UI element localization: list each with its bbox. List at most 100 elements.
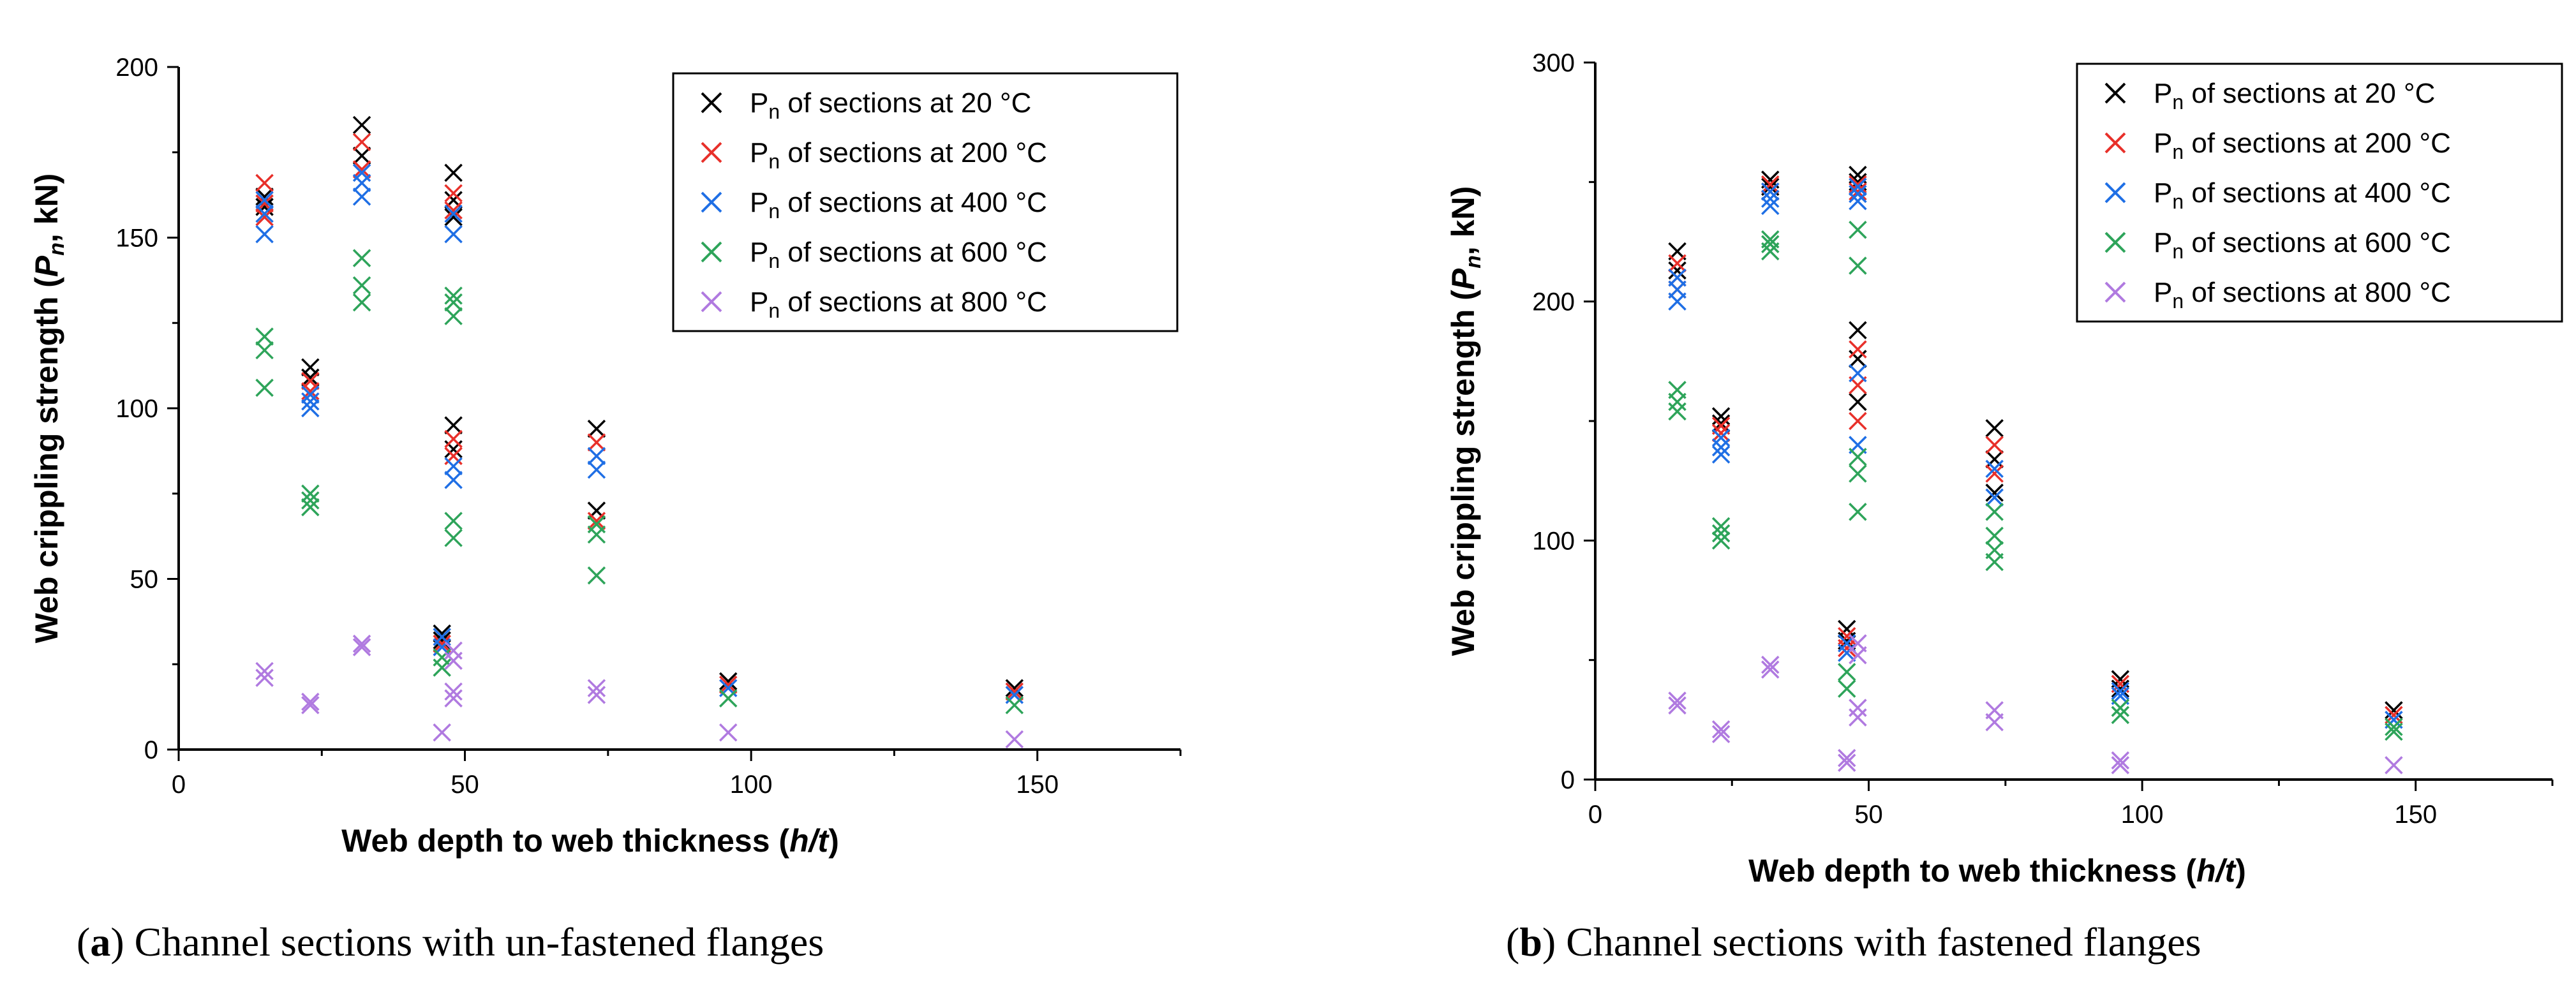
- data-point: [444, 184, 463, 203]
- data-point: [444, 307, 463, 325]
- data-point: [587, 447, 606, 466]
- data-point: [255, 662, 274, 681]
- data-point: [255, 225, 274, 244]
- data-point: [719, 689, 738, 707]
- data-point: [1849, 184, 1867, 203]
- legend-marker: [2104, 132, 2126, 154]
- caption-b-text: ) Channel sections with fastened flanges: [1542, 919, 2201, 965]
- data-point: [587, 525, 606, 544]
- data-point: [1761, 182, 1780, 201]
- data-point: [301, 399, 320, 418]
- data-point: [1005, 679, 1024, 697]
- y-tick-label: 100: [115, 395, 158, 423]
- data-point: [444, 529, 463, 547]
- y-axis-label: Web crippling strength (Pn, kN): [29, 174, 69, 644]
- data-point: [2111, 679, 2130, 698]
- data-point: [444, 416, 463, 434]
- legend-label: Pn of sections at 600 °C: [2154, 227, 2451, 263]
- data-point: [301, 491, 320, 510]
- data-point: [444, 201, 463, 219]
- data-point: [2111, 706, 2130, 725]
- data-point: [255, 174, 274, 193]
- legend-marker: [2104, 182, 2126, 203]
- data-point: [1761, 242, 1780, 261]
- data-point: [1711, 445, 1731, 464]
- data-point: [444, 429, 463, 448]
- data-point: [1849, 321, 1867, 339]
- data-point: [1849, 646, 1867, 665]
- data-point: [255, 191, 274, 209]
- data-point: [587, 512, 606, 530]
- data-point: [1761, 235, 1780, 253]
- data-point: [1985, 464, 2004, 483]
- data-point: [352, 638, 371, 656]
- legend-marker: [701, 191, 722, 213]
- data-point: [1849, 699, 1867, 717]
- data-point: [1761, 196, 1780, 216]
- y-tick-label: 150: [115, 225, 158, 253]
- data-point: [1849, 350, 1867, 368]
- data-point: [1005, 696, 1024, 714]
- data-point: [1668, 696, 1686, 715]
- data-point: [1761, 175, 1780, 194]
- x-axis-label: Web depth to web thickness (h/t): [1748, 853, 2246, 889]
- data-point: [1668, 261, 1686, 280]
- data-point: [444, 204, 463, 223]
- data-point: [301, 696, 320, 714]
- data-point: [301, 385, 320, 404]
- data-point: [1985, 526, 2004, 545]
- legend-label: Pn of sections at 200 °C: [2154, 128, 2451, 163]
- data-point: [1849, 192, 1867, 211]
- data-point: [2385, 756, 2403, 774]
- data-point: [444, 293, 463, 312]
- data-point: [1849, 364, 1867, 383]
- caption-b: (b) Channel sections with fastened flang…: [1506, 919, 2201, 966]
- caption-a: (a) Channel sections with un-fastened fl…: [77, 919, 824, 966]
- data-point: [1668, 692, 1686, 710]
- y-tick-label: 0: [144, 736, 158, 764]
- caption-a-paren: (: [77, 919, 91, 965]
- legend-label: Pn of sections at 800 °C: [2154, 277, 2451, 313]
- caption-a-text: ) Channel sections with un-fastened flan…: [110, 919, 824, 965]
- caption-b-paren: (: [1506, 919, 1520, 965]
- data-point: [352, 160, 371, 179]
- data-point: [1849, 392, 1867, 411]
- x-tick-label: 150: [1016, 771, 1059, 799]
- data-point: [1985, 713, 2004, 732]
- data-point: [1985, 488, 2004, 507]
- legend-label: Pn of sections at 20 °C: [750, 87, 1031, 123]
- data-point: [1985, 552, 2004, 572]
- data-point: [1761, 655, 1780, 674]
- data-point: [1668, 392, 1686, 411]
- data-point: [1985, 450, 2004, 469]
- chart-b: 0 50 100 150 0 100 200 300 Web depth to web thic…: [1445, 49, 2563, 889]
- data-point: [587, 566, 606, 585]
- legend-box: [2076, 63, 2563, 323]
- y-tick-label: 300: [1532, 49, 1575, 77]
- x-tick-label: 50: [450, 771, 479, 799]
- data-point: [352, 293, 371, 312]
- chart-panel-b: 0 50 100 150 0 100 200 300 Web depth to web thic…: [1276, 0, 2576, 1006]
- legend-label: Pn of sections at 400 °C: [2154, 177, 2451, 213]
- x-axis-label: Web depth to web thickness (h/t): [341, 823, 839, 859]
- data-point: [2385, 722, 2403, 741]
- data-point: [444, 689, 463, 707]
- x-tick-label: 100: [730, 771, 773, 799]
- data-point: [352, 276, 371, 295]
- data-point: [719, 672, 738, 691]
- data-point: [1985, 436, 2004, 454]
- data-point: [352, 188, 371, 206]
- data-point: [1668, 292, 1686, 311]
- chart-panel-a: 0 50 100 150 0 50 100 150 200 Web depth to web th…: [0, 0, 1276, 1006]
- series-4: [1668, 221, 2403, 741]
- series-5: [255, 634, 1024, 749]
- data-point: [1849, 340, 1867, 359]
- data-point: [255, 341, 274, 360]
- data-point: [1668, 402, 1686, 421]
- y-tick-label: 200: [115, 54, 158, 82]
- y-axis-label: Web crippling strength (Pn, kN): [1445, 186, 1485, 656]
- x-tick-label: 50: [1854, 801, 1883, 829]
- data-point: [1985, 459, 2004, 478]
- data-point: [2111, 682, 2130, 700]
- data-point: [2385, 718, 2403, 736]
